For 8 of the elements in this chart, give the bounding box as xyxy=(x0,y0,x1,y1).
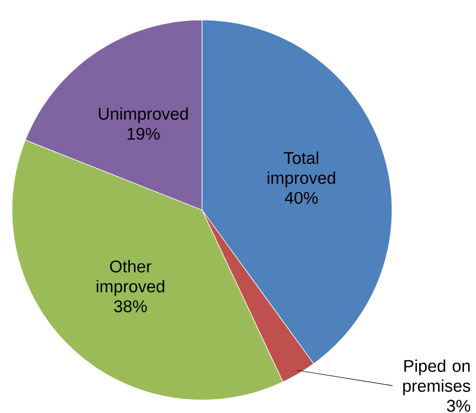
slice-label: Other improved xyxy=(96,260,164,296)
data-label: 3% xyxy=(446,400,470,412)
data-label: 19% xyxy=(128,128,160,140)
slice-label: Piped on premises xyxy=(403,360,470,396)
data-label: 38% xyxy=(114,300,147,312)
slice-label: Total improved xyxy=(268,152,336,188)
slice-label: Unimproved xyxy=(98,107,188,124)
data-label: 40% xyxy=(284,192,318,204)
